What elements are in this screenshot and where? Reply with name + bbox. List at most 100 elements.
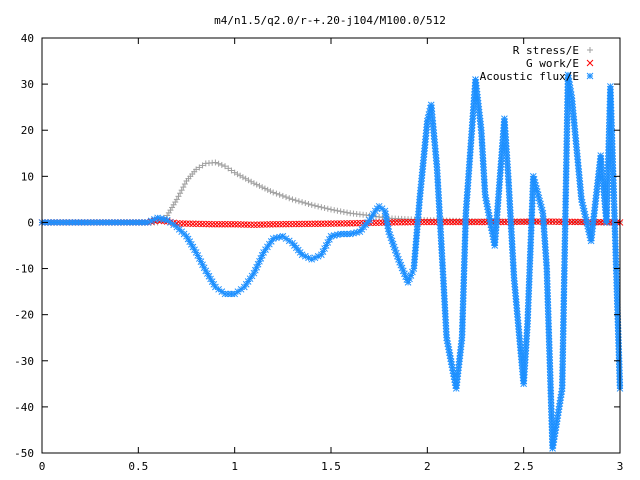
- data-point: [324, 220, 332, 227]
- data-point: [464, 176, 472, 184]
- data-point: [228, 220, 235, 228]
- data-point: [510, 268, 518, 275]
- data-point: [464, 185, 471, 193]
- data-point: [420, 150, 428, 158]
- data-point: [344, 209, 351, 216]
- data-point: [266, 221, 274, 228]
- data-point: [436, 216, 444, 223]
- data-point: [461, 234, 469, 241]
- data-point: [509, 259, 517, 266]
- data-point: [433, 169, 441, 177]
- data-point: [343, 220, 351, 227]
- data-point: [506, 200, 514, 208]
- data-point: [117, 219, 125, 226]
- data-point: [460, 273, 468, 281]
- data-point: [337, 208, 344, 215]
- data-point: [301, 220, 309, 228]
- data-point: [502, 133, 509, 141]
- data-point: [260, 221, 267, 228]
- data-point: [212, 159, 219, 166]
- data-point: [234, 221, 242, 228]
- data-point: [466, 158, 473, 165]
- data-point: [465, 164, 473, 171]
- data-point: [502, 139, 510, 147]
- data-point: [221, 220, 229, 228]
- data-point: [81, 219, 88, 226]
- data-point: [420, 218, 428, 226]
- data-point: [346, 220, 354, 227]
- data-point: [506, 197, 514, 205]
- data-point: [295, 198, 302, 205]
- data-point: [314, 220, 322, 228]
- data-point: [501, 118, 508, 126]
- data-point: [501, 115, 508, 123]
- data-point: [458, 325, 466, 332]
- data-point: [222, 163, 229, 170]
- data-point: [496, 172, 504, 180]
- data-point: [467, 133, 475, 141]
- data-point: [66, 219, 73, 226]
- data-point: [254, 260, 262, 268]
- data-point: [192, 220, 200, 228]
- data-point: [459, 319, 466, 326]
- data-point: [234, 288, 242, 295]
- data-point: [321, 204, 328, 211]
- data-point: [186, 220, 194, 228]
- data-point: [212, 220, 219, 228]
- data-point: [597, 218, 605, 226]
- data-point: [465, 167, 473, 175]
- data-point: [257, 221, 264, 228]
- data-point: [401, 218, 409, 226]
- data-point: [250, 180, 257, 187]
- data-point: [244, 221, 251, 228]
- data-point: [494, 202, 502, 210]
- data-point: [372, 219, 380, 227]
- data-point: [441, 310, 449, 318]
- y-tick-label: 40: [21, 32, 34, 45]
- data-point: [465, 173, 472, 181]
- data-point: [463, 191, 471, 199]
- data-point: [463, 194, 471, 202]
- data-point: [469, 106, 477, 114]
- data-point: [505, 188, 513, 196]
- data-point: [181, 181, 188, 188]
- y-tick-label: -30: [14, 355, 34, 368]
- data-point: [269, 220, 277, 228]
- data-point: [62, 219, 70, 226]
- y-tick-label: 0: [27, 216, 34, 229]
- data-point: [503, 148, 510, 156]
- data-point: [273, 190, 280, 197]
- data-point: [440, 289, 448, 296]
- data-point: [259, 184, 266, 191]
- data-point: [318, 204, 325, 211]
- data-point: [508, 240, 516, 248]
- data-point: [479, 148, 486, 156]
- x-tick-label: 1: [231, 460, 238, 473]
- data-point: [452, 218, 460, 226]
- data-point: [250, 221, 258, 229]
- data-point: [318, 220, 325, 228]
- data-point: [75, 219, 82, 226]
- data-point: [237, 221, 245, 228]
- data-point: [286, 195, 293, 202]
- data-point: [435, 197, 443, 205]
- data-point: [135, 219, 143, 226]
- data-point: [283, 194, 290, 201]
- y-tick-label: -20: [14, 309, 34, 322]
- data-point: [501, 127, 509, 135]
- data-point: [256, 182, 263, 189]
- data-point: [463, 200, 470, 208]
- data-point: [456, 218, 463, 226]
- data-point: [215, 160, 222, 167]
- chart-title: m4/n1.5/q2.0/r-+.20-j104/M100.0/512: [214, 14, 446, 27]
- data-point: [404, 218, 412, 226]
- data-point: [247, 221, 255, 229]
- data-point: [132, 219, 140, 226]
- data-point: [458, 334, 466, 342]
- data-point: [460, 285, 467, 293]
- data-point: [263, 221, 271, 228]
- data-point: [442, 313, 449, 321]
- data-point: [264, 186, 271, 193]
- data-point: [196, 164, 203, 171]
- data-point: [328, 206, 334, 213]
